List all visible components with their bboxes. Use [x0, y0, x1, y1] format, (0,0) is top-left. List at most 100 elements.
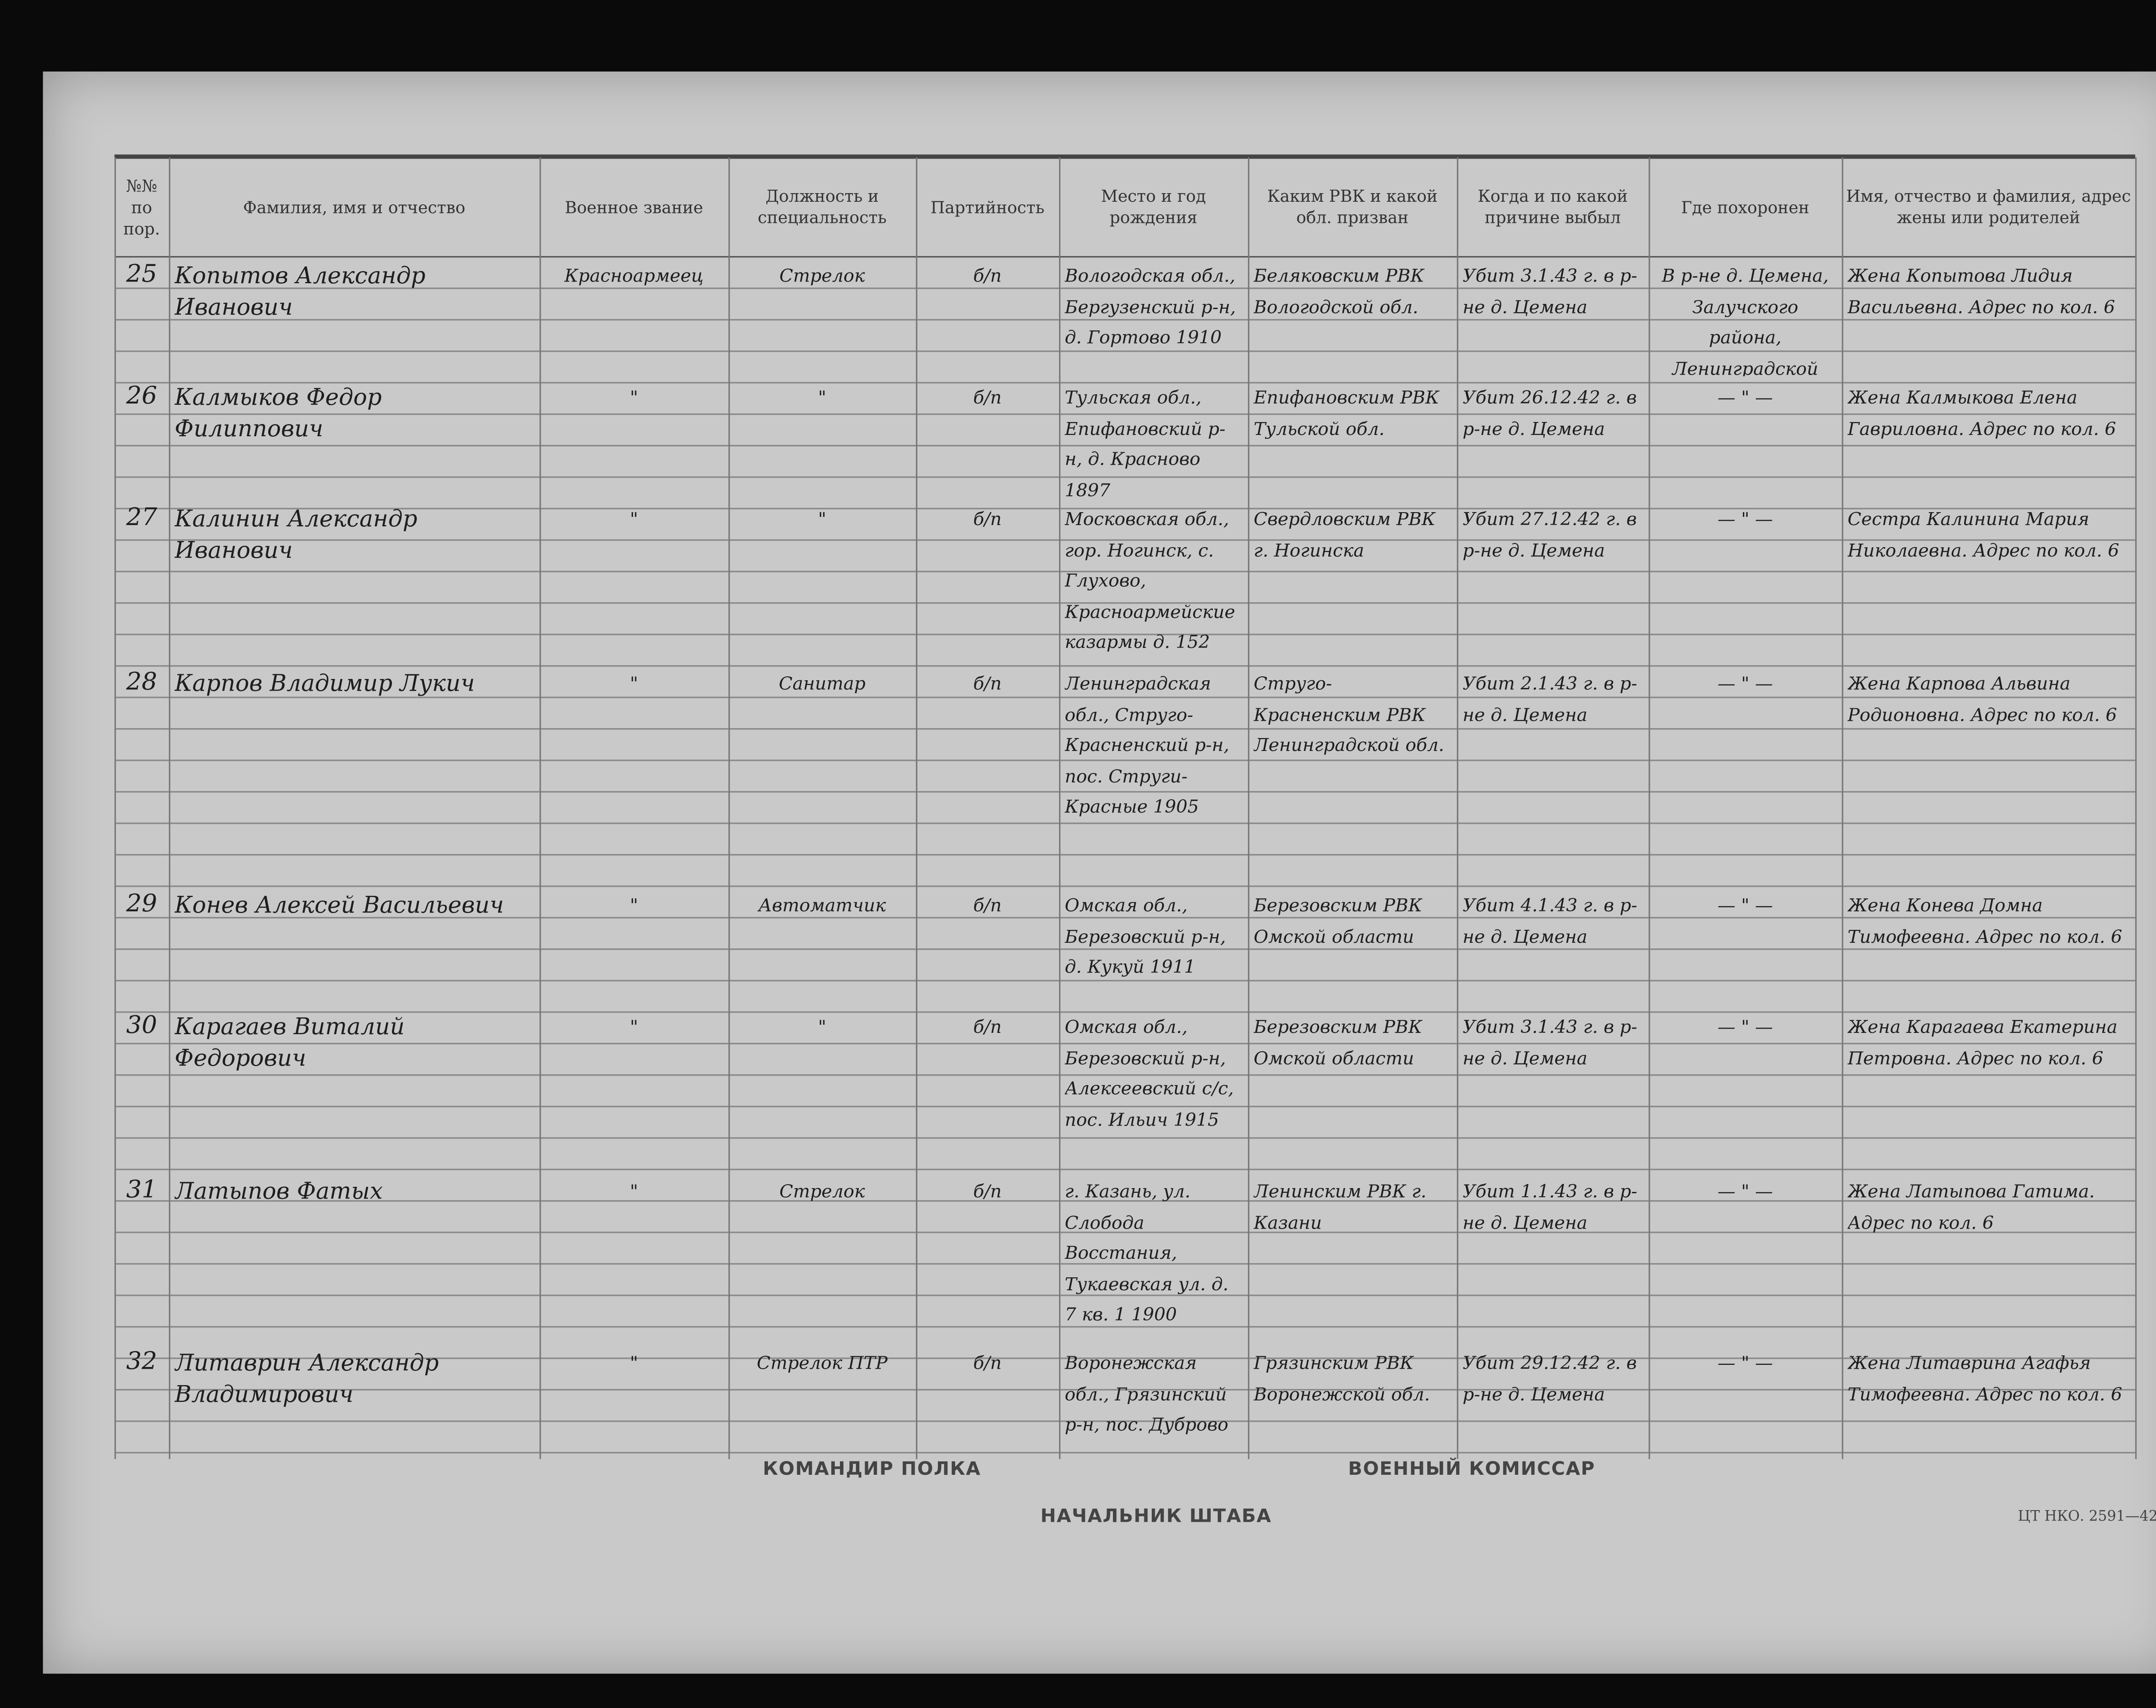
column-line — [1842, 157, 1843, 1459]
birth-place: Московская обл., гор. Ногинск, с. Глухов… — [1065, 507, 1235, 662]
column-line — [2135, 157, 2137, 1459]
rank: " — [630, 507, 638, 529]
death-info: Убит 3.1.43 г. в р-не д. Цемена — [1462, 264, 1637, 317]
death-info: Убит 29.12.42 г. в р-не д. Цемена — [1462, 1351, 1637, 1404]
relatives: Жена Карпова Альвина Родионовна. Адрес п… — [1847, 672, 2117, 725]
chief-of-staff-label: НАЧАЛЬНИК ШТАБА — [1040, 1506, 1272, 1528]
row-number: 27 — [126, 504, 157, 532]
party: б/п — [973, 507, 1002, 529]
commissar-label: ВОЕННЫЙ КОМИССАР — [1348, 1459, 1595, 1481]
column-header: Каким РВК и какой обл. призван — [1267, 186, 1438, 228]
column-header: Военное звание — [564, 197, 703, 217]
commander-label: КОМАНДИР ПОЛКА — [762, 1459, 981, 1481]
relatives: Сестра Калинина Мария Николаевна. Адрес … — [1847, 507, 2119, 560]
column-line — [1457, 157, 1458, 1459]
death-info: Убит 2.1.43 г. в р-не д. Цемена — [1462, 672, 1637, 725]
birth-place: Воронежская обл., Грязинский р-н, пос. Д… — [1065, 1351, 1228, 1435]
party: б/п — [973, 894, 1002, 916]
column-header: Имя, отчество и фамилия, адрес жены или … — [1846, 186, 2131, 228]
column-header: Где похоронен — [1681, 197, 1810, 217]
column-line — [728, 157, 730, 1459]
header-rule — [114, 256, 2135, 258]
burial-place: — " — — [1717, 1180, 1773, 1202]
column-line — [539, 157, 541, 1459]
row-number: 31 — [126, 1176, 157, 1205]
rank: " — [630, 894, 638, 916]
burial-place: — " — — [1717, 672, 1773, 694]
full-name: Литаврин Александр Владимирович — [174, 1349, 439, 1407]
row-number: 32 — [126, 1347, 157, 1376]
ruled-lines — [114, 257, 2135, 1459]
burial-place: — " — — [1717, 1351, 1773, 1373]
row-number: 29 — [126, 889, 157, 919]
draft-office: Березовским РВК Омской области — [1253, 894, 1423, 947]
draft-office: Свердловским РВК г. Ногинска — [1253, 507, 1436, 560]
burial-place: — " — — [1717, 386, 1773, 408]
row-number: 26 — [126, 382, 157, 411]
birth-place: Ленинградская обл., Струго-Красненский р… — [1065, 672, 1229, 817]
column-line — [114, 157, 116, 1459]
birth-place: Вологодская обл., Бергузенский р-н, д. Г… — [1065, 264, 1236, 348]
party: б/п — [973, 672, 1002, 694]
rank: " — [630, 1015, 638, 1037]
position: " — [818, 386, 827, 408]
birth-place: Омская обл., Березовский р-н, Алексеевск… — [1065, 1015, 1234, 1129]
death-info: Убит 4.1.43 г. в р-не д. Цемена — [1462, 894, 1637, 947]
draft-office: Ленинским РВК г. Казани — [1253, 1180, 1427, 1233]
row-number: 30 — [126, 1011, 157, 1040]
full-name: Латыпов Фатых — [174, 1177, 383, 1205]
party: б/п — [973, 264, 1002, 286]
relatives: Жена Копытова Лидия Васильевна. Адрес по… — [1847, 264, 2115, 317]
death-info: Убит 3.1.43 г. в р-не д. Цемена — [1462, 1015, 1637, 1068]
position: Автоматчик — [758, 894, 886, 916]
draft-office: Епифановским РВК Тульской обл. — [1253, 386, 1439, 439]
row-number: 28 — [126, 668, 157, 697]
row-number: 25 — [126, 260, 157, 289]
party: б/п — [973, 1180, 1002, 1202]
relatives: Жена Латыпова Гатима. Адрес по кол. 6 — [1847, 1180, 2095, 1233]
birth-place: Омская обл., Березовский р-н, д. Кукуй 1… — [1065, 894, 1226, 977]
rank: " — [630, 386, 638, 408]
party: б/п — [973, 1015, 1002, 1037]
position: Стрелок — [779, 264, 865, 286]
form-code: ЦТ НКО. 2591—42 — [2018, 1509, 2156, 1525]
draft-office: Грязинским РВК Воронежской обл. — [1253, 1351, 1430, 1404]
burial-place: — " — — [1717, 1015, 1773, 1037]
burial-place: — " — — [1717, 507, 1773, 529]
full-name: Конев Алексей Васильевич — [174, 891, 504, 919]
draft-office: Струго-Красненским РВК Ленинградской обл… — [1253, 672, 1445, 756]
draft-office: Березовским РВК Омской области — [1253, 1015, 1423, 1068]
party: б/п — [973, 386, 1002, 408]
position: Санитар — [779, 672, 866, 694]
relatives: Жена Литаврина Агафья Тимофеевна. Адрес … — [1847, 1351, 2122, 1404]
birth-place: Тульская обл., Епифановский р-н, д. Крас… — [1065, 386, 1225, 498]
full-name: Калмыков Федор Филиппович — [174, 383, 382, 441]
position: " — [818, 1015, 827, 1037]
relatives: Жена Калмыкова Елена Гавриловна. Адрес п… — [1847, 386, 2116, 439]
relatives: Жена Карагаева Екатерина Петровна. Адрес… — [1847, 1015, 2118, 1068]
column-header: Партийность — [930, 197, 1045, 217]
rank: " — [630, 672, 638, 694]
draft-office: Беляковским РВК Вологодской обл. — [1253, 264, 1425, 317]
column-header: Должность и специальность — [758, 186, 887, 228]
death-info: Убит 27.12.42 г. в р-не д. Цемена — [1462, 507, 1637, 560]
relatives: Жена Конева Домна Тимофеевна. Адрес по к… — [1847, 894, 2122, 947]
column-header: Место и год рождения — [1101, 186, 1206, 228]
position: Стрелок — [779, 1180, 865, 1202]
column-line — [169, 157, 170, 1459]
rank: " — [630, 1351, 638, 1373]
column-line — [916, 157, 918, 1459]
full-name: Калинин Александр Иванович — [174, 505, 417, 563]
top-rule — [114, 154, 2135, 159]
rank: " — [630, 1180, 638, 1202]
position: Стрелок ПТР — [757, 1351, 888, 1373]
position: " — [818, 507, 827, 529]
column-line — [1059, 157, 1061, 1459]
column-header: №№ по пор. — [123, 175, 160, 238]
birth-place: г. Казань, ул. Слобода Восстания, Тукаев… — [1065, 1180, 1228, 1325]
column-line — [1648, 157, 1650, 1459]
rank: Красноармеец — [564, 264, 704, 286]
death-info: Убит 26.12.42 г. в р-не д. Цемена — [1462, 386, 1637, 439]
